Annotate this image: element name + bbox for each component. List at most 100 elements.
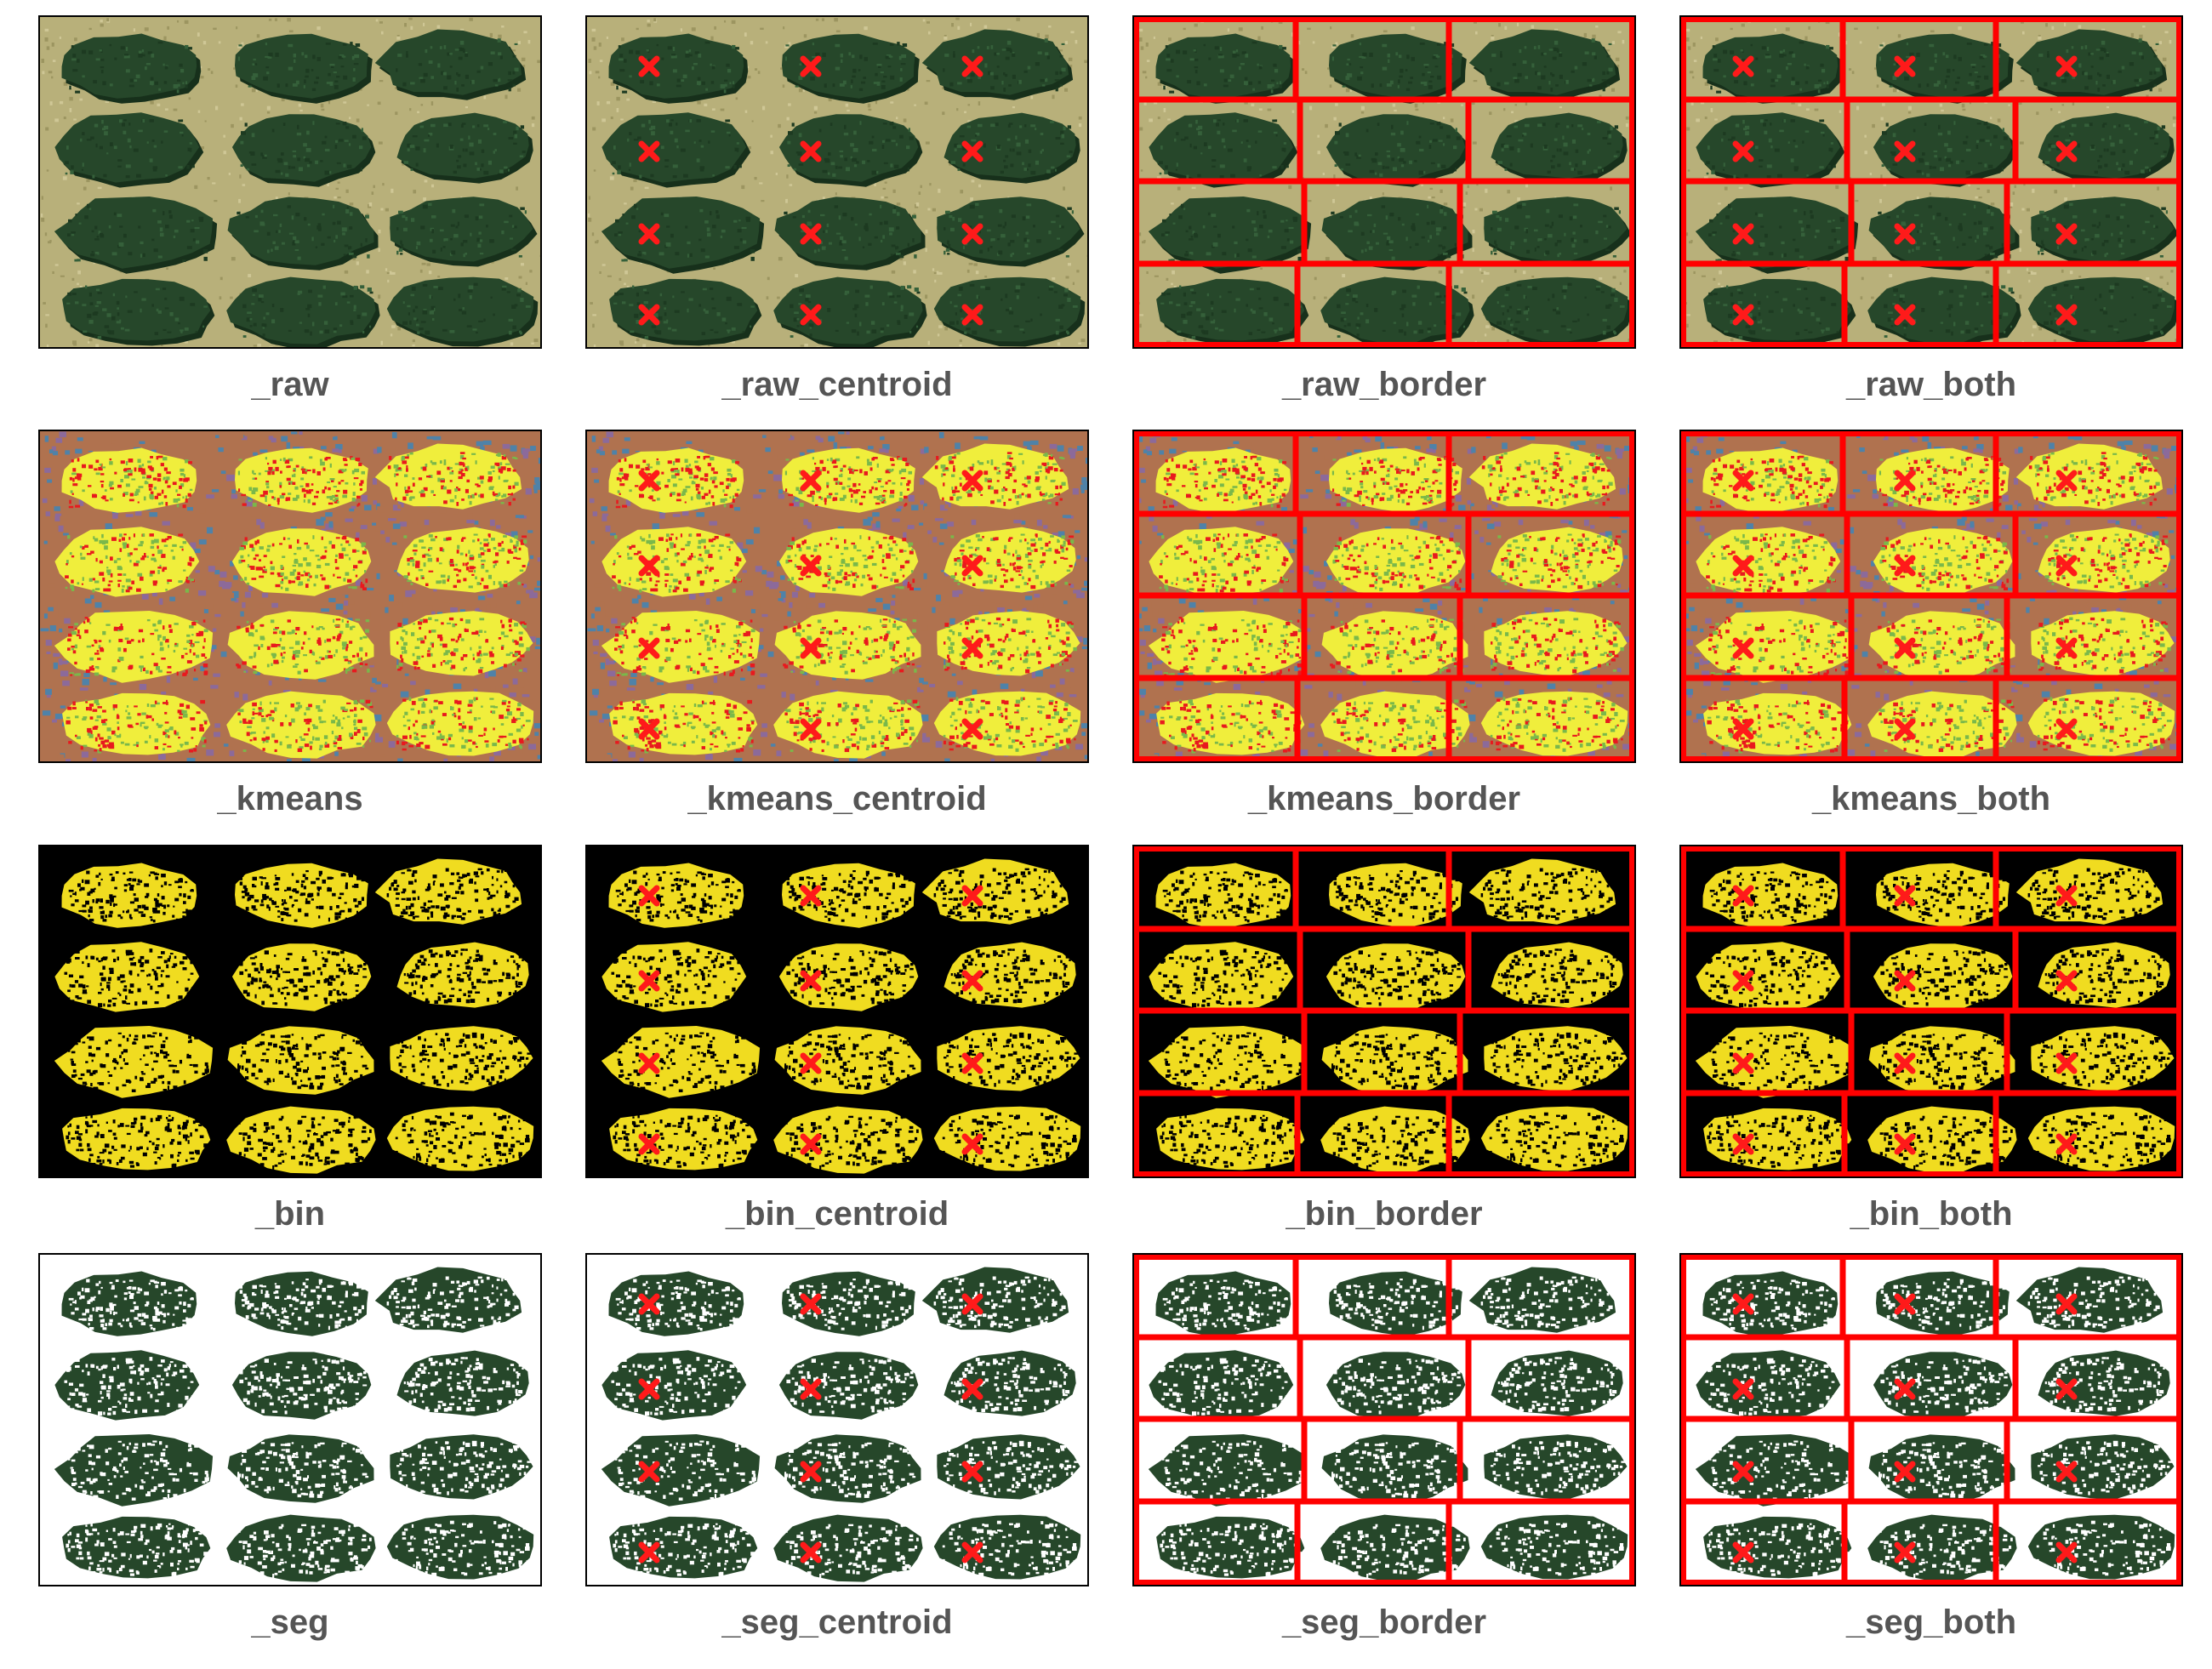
centroid-marker bbox=[1732, 885, 1754, 907]
panel-caption: _raw_centroid bbox=[585, 366, 1089, 404]
centroid-marker bbox=[638, 1052, 660, 1074]
panel-image bbox=[1134, 846, 1634, 1176]
centroid-marker bbox=[800, 223, 822, 245]
panel-image bbox=[40, 846, 540, 1176]
centroid-marker bbox=[2055, 885, 2078, 907]
centroid-marker bbox=[638, 555, 660, 577]
centroid-marker bbox=[1894, 555, 1916, 577]
centroid-marker bbox=[638, 223, 660, 245]
centroid-marker bbox=[2055, 718, 2078, 740]
centroid-marker bbox=[961, 223, 983, 245]
centroid-marker bbox=[1894, 55, 1916, 77]
centroid-marker bbox=[961, 1461, 983, 1483]
centroid-marker bbox=[1732, 718, 1754, 740]
centroid-marker bbox=[1732, 1052, 1754, 1074]
centroid-marker bbox=[1894, 1052, 1916, 1074]
centroid-marker bbox=[638, 885, 660, 907]
centroid-marker bbox=[1894, 1461, 1916, 1483]
centroid-marker bbox=[1732, 140, 1754, 162]
panel-caption: _raw_both bbox=[1679, 366, 2183, 404]
centroid-marker bbox=[961, 470, 983, 492]
image-panel-raw bbox=[38, 15, 542, 349]
centroid-marker bbox=[638, 1133, 660, 1155]
centroid-marker bbox=[800, 718, 822, 740]
panel-image bbox=[1134, 431, 1634, 761]
centroid-marker bbox=[2055, 55, 2078, 77]
centroid-marker bbox=[800, 1133, 822, 1155]
panel-caption: _raw bbox=[38, 366, 542, 404]
centroid-marker bbox=[2055, 304, 2078, 326]
panel-caption: _kmeans bbox=[38, 780, 542, 818]
centroid-marker bbox=[800, 1052, 822, 1074]
centroid-marker bbox=[1894, 140, 1916, 162]
centroid-marker bbox=[800, 555, 822, 577]
panel-caption: _kmeans_both bbox=[1679, 780, 2183, 818]
centroid-marker bbox=[2055, 637, 2078, 659]
centroid-marker bbox=[1894, 1133, 1916, 1155]
centroid-marker bbox=[800, 885, 822, 907]
centroid-marker bbox=[1732, 555, 1754, 577]
panel-caption: _kmeans_centroid bbox=[585, 780, 1089, 818]
panel-caption: _bin bbox=[38, 1195, 542, 1233]
centroid-marker bbox=[1732, 1378, 1754, 1400]
panel-caption: _seg_centroid bbox=[585, 1603, 1089, 1642]
panel-image bbox=[1134, 17, 1634, 347]
panel-caption: _seg bbox=[38, 1603, 542, 1642]
image-panel-kmeans bbox=[38, 430, 542, 763]
panel-caption: _seg_border bbox=[1132, 1603, 1636, 1642]
centroid-marker bbox=[961, 140, 983, 162]
panel-image bbox=[1681, 431, 2181, 761]
centroid-marker bbox=[1732, 1133, 1754, 1155]
centroid-marker bbox=[1894, 470, 1916, 492]
image-panel-raw bbox=[585, 15, 1089, 349]
centroid-marker bbox=[1894, 1293, 1916, 1315]
centroid-marker bbox=[1732, 637, 1754, 659]
centroid-marker bbox=[2055, 1133, 2078, 1155]
centroid-marker bbox=[961, 1133, 983, 1155]
image-panel-seg bbox=[1132, 1253, 1636, 1586]
centroid-marker bbox=[1732, 1461, 1754, 1483]
centroid-marker bbox=[2055, 470, 2078, 492]
panel-caption: _seg_both bbox=[1679, 1603, 2183, 1642]
centroid-marker bbox=[961, 1052, 983, 1074]
panel-image bbox=[587, 17, 1087, 347]
image-panel-seg bbox=[585, 1253, 1089, 1586]
centroid-marker bbox=[2055, 1378, 2078, 1400]
panel-caption: _raw_border bbox=[1132, 366, 1636, 404]
centroid-marker bbox=[2055, 1541, 2078, 1564]
centroid-marker bbox=[961, 718, 983, 740]
image-panel-kmeans bbox=[1132, 430, 1636, 763]
centroid-marker bbox=[1732, 1541, 1754, 1564]
image-panel-raw bbox=[1132, 15, 1636, 349]
panel-image bbox=[1134, 1255, 1634, 1585]
centroid-marker bbox=[1894, 885, 1916, 907]
centroid-marker bbox=[961, 1541, 983, 1564]
centroid-marker bbox=[800, 140, 822, 162]
image-panel-bin bbox=[38, 845, 542, 1178]
centroid-marker bbox=[961, 304, 983, 326]
panel-image bbox=[40, 17, 540, 347]
panel-caption: _kmeans_border bbox=[1132, 780, 1636, 818]
panel-image bbox=[587, 846, 1087, 1176]
image-panel-bin bbox=[1132, 845, 1636, 1178]
centroid-marker bbox=[638, 304, 660, 326]
centroid-marker bbox=[1894, 637, 1916, 659]
panel-image bbox=[40, 431, 540, 761]
centroid-marker bbox=[638, 970, 660, 992]
centroid-marker bbox=[2055, 223, 2078, 245]
centroid-marker bbox=[1732, 470, 1754, 492]
centroid-marker bbox=[800, 637, 822, 659]
centroid-marker bbox=[961, 970, 983, 992]
centroid-marker bbox=[1894, 718, 1916, 740]
panel-image bbox=[587, 1255, 1087, 1585]
centroid-marker bbox=[800, 470, 822, 492]
centroid-marker bbox=[961, 1378, 983, 1400]
image-panel-seg bbox=[38, 1253, 542, 1586]
centroid-marker bbox=[638, 470, 660, 492]
centroid-marker bbox=[2055, 140, 2078, 162]
panel-image bbox=[1681, 17, 2181, 347]
panel-image bbox=[1681, 846, 2181, 1176]
centroid-marker bbox=[961, 885, 983, 907]
centroid-marker bbox=[800, 1293, 822, 1315]
centroid-marker bbox=[2055, 1052, 2078, 1074]
